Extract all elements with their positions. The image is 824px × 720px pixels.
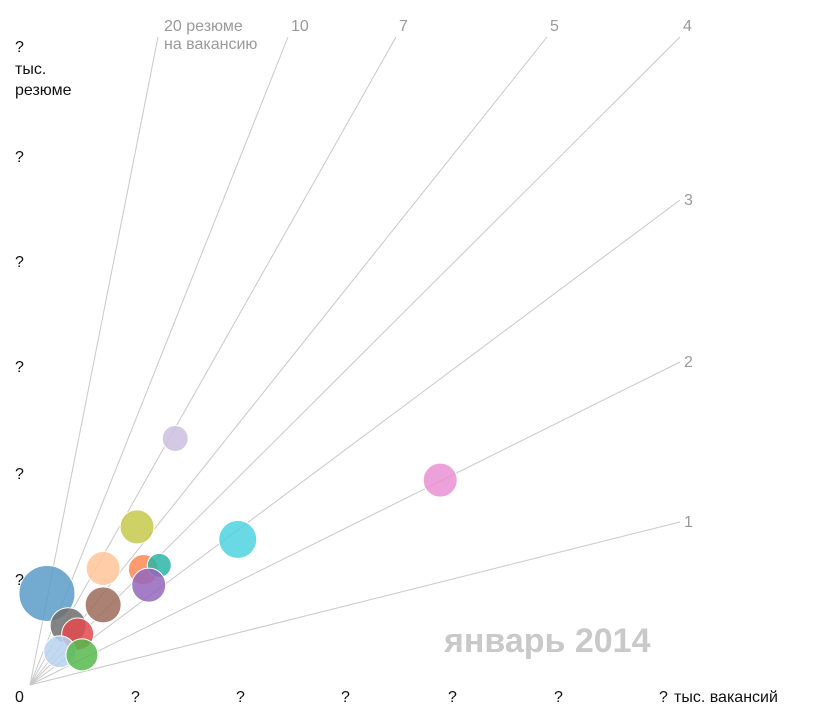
ratio-line-label-20-line2: на вакансию bbox=[164, 36, 257, 53]
x-axis-tick-1: ? bbox=[131, 689, 140, 706]
bubble-11[interactable] bbox=[422, 462, 458, 498]
y-axis-tick-1: ? bbox=[15, 149, 24, 166]
period-label: январь 2014 bbox=[443, 622, 651, 660]
x-axis-tick-3: ? bbox=[341, 689, 350, 706]
x-axis-unit-label: тыс. вакансий bbox=[674, 689, 778, 706]
ratio-line-10 bbox=[29, 36, 289, 686]
bubble-3[interactable] bbox=[84, 586, 122, 624]
bubble-0[interactable] bbox=[18, 564, 76, 622]
x-axis-ticks: 0????? bbox=[15, 689, 563, 706]
ratio-line-4 bbox=[29, 36, 681, 686]
y-axis-unit-label-line2: резюме bbox=[15, 82, 72, 99]
y-axis-unit-label-line1: тыс. bbox=[15, 61, 46, 78]
y-axis-tick-5: ? bbox=[15, 572, 24, 589]
y-axis-tick-2: ? bbox=[15, 254, 24, 271]
bubbles bbox=[18, 425, 458, 672]
x-axis-tick-2: ? bbox=[236, 689, 245, 706]
ratio-lines bbox=[29, 36, 681, 686]
ratio-line-label-5: 5 bbox=[550, 18, 559, 35]
ratio-line-1 bbox=[29, 521, 681, 686]
ratio-line-label-10: 10 bbox=[291, 18, 309, 35]
bubble-13[interactable] bbox=[65, 638, 99, 672]
x-axis-tick-0: 0 bbox=[15, 689, 24, 706]
bubble-7[interactable] bbox=[131, 567, 167, 603]
ratio-line-label-2: 2 bbox=[684, 354, 693, 371]
bubble-4[interactable] bbox=[85, 551, 121, 587]
ratio-line-label-20: 20 резюме bbox=[164, 18, 243, 35]
y-axis-ticks: ????? bbox=[15, 149, 24, 589]
ratio-line-label-3: 3 bbox=[684, 192, 693, 209]
ratio-line-label-4: 4 bbox=[683, 18, 692, 35]
y-axis-tick-3: ? bbox=[15, 359, 24, 376]
x-axis-tick-4: ? bbox=[448, 689, 457, 706]
ratio-line-3 bbox=[29, 199, 681, 686]
ratio-line-7 bbox=[29, 36, 397, 686]
ratio-line-label-1: 1 bbox=[684, 514, 693, 531]
y-axis-tick-4: ? bbox=[15, 466, 24, 483]
bubble-10[interactable] bbox=[218, 519, 258, 559]
x-axis-tick-last: ? bbox=[659, 689, 668, 706]
ratio-line-label-7: 7 bbox=[399, 18, 408, 35]
bubble-9[interactable] bbox=[161, 425, 189, 453]
y-axis-top-tick: ? bbox=[15, 39, 24, 56]
x-axis-tick-5: ? bbox=[554, 689, 563, 706]
bubble-8[interactable] bbox=[119, 509, 155, 545]
ratio-line-2 bbox=[29, 361, 681, 686]
